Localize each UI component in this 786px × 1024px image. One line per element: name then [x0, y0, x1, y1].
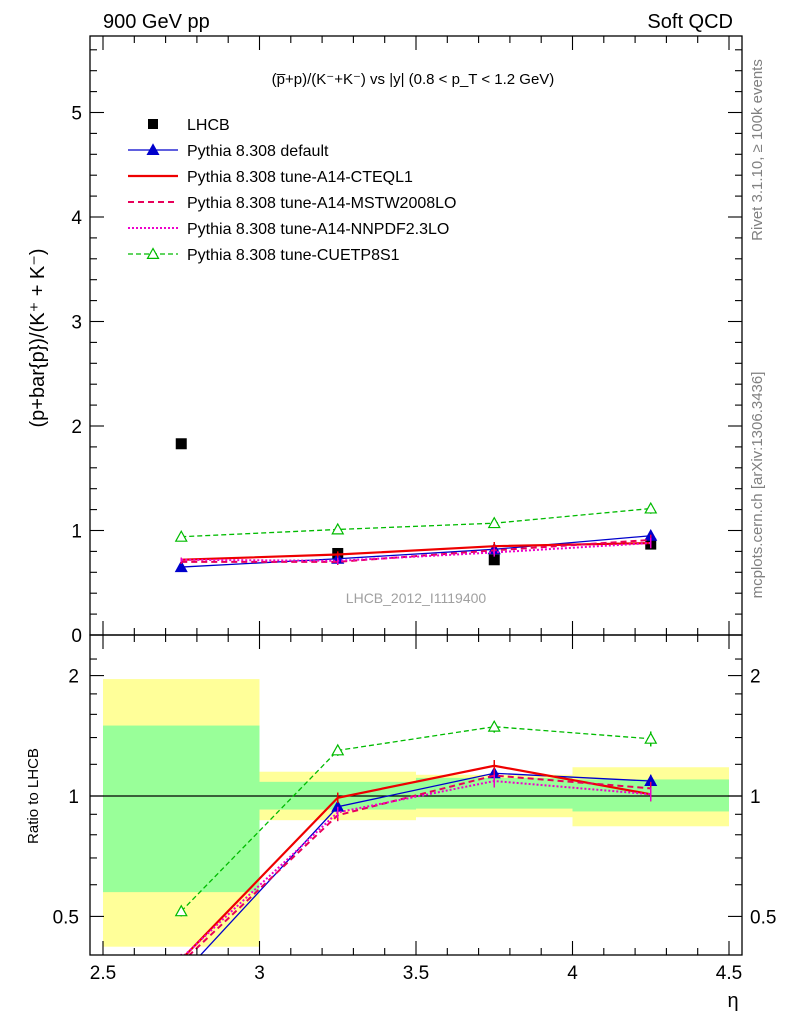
- main-lhcb-point: [488, 554, 500, 566]
- main-y-tick-label: 5: [71, 104, 82, 125]
- main-pythia-8-308-tune-cuetp8s1-marker: [174, 530, 188, 542]
- main-pythia-8-308-default-marker: [174, 560, 188, 573]
- ratio-pythia-8-308-tune-cuetp8s1-marker: [487, 719, 501, 732]
- main-panel: (p̅+p)/(K⁻+K⁻) vs |y| (0.8 < p_T < 1.2 G…: [27, 35, 743, 647]
- ratio-pythia-8-308-tune-a14-mstw2008lo-line: [187, 774, 651, 955]
- ratio-pythia-8-308-tune-cuetp8s1-line: [180, 726, 651, 912]
- legend-label-pythia-8-308-default: Pythia 8.308 default: [187, 143, 329, 160]
- uncertainty-bands: [90, 679, 742, 947]
- ratio-pythia-8-308-tune-cuetp8s1-marker: [331, 743, 345, 756]
- main-title: (p̅+p)/(K⁻+K⁻) vs |y| (0.8 < p_T < 1.2 G…: [272, 71, 555, 88]
- ratio-pythia-8-308-tune-cuetp8s1-marker: [644, 732, 658, 744]
- mcplots-label: mcplots.cern.ch [arXiv:1306.3436]: [749, 372, 766, 599]
- ratio-panel: Ratio to LHCB η 0.5 0.5 1 1 2 2 2.5 3 3.5 4 4.5: [25, 634, 776, 1012]
- header-category: Soft QCD: [647, 11, 733, 33]
- x-tick-label: 4.5: [716, 963, 742, 984]
- ratio-pythia-8-308-tune-a14-nnpdf2-3lo-line: [183, 780, 651, 955]
- rivet-label: Rivet 3.1.10, ≥ 100k events: [749, 59, 766, 241]
- main-pythia-8-308-tune-a14-cteql1-line: [181, 541, 651, 561]
- main-lhcb-point: [175, 438, 187, 450]
- analysis-watermark: LHCB_2012_I1119400: [346, 590, 487, 606]
- x-tick-label: 2.5: [90, 963, 116, 984]
- legend-label-lhcb: LHCB: [187, 117, 230, 134]
- legend-marker-pythia-8-308-tune-cuetp8s1: [146, 247, 160, 259]
- ratio-y-tick-label-right: 2: [750, 667, 761, 688]
- legend-label-pythia-8-308-tune-a14-cteql1: Pythia 8.308 tune-A14-CTEQL1: [187, 169, 413, 186]
- header-energy: 900 GeV pp: [103, 11, 210, 33]
- legend-label-pythia-8-308-tune-a14-mstw2008lo: Pythia 8.308 tune-A14-MSTW2008LO: [187, 195, 456, 212]
- ratio-y-tick-label-right: 0.5: [750, 907, 776, 928]
- main-pythia-8-308-tune-cuetp8s1-marker: [487, 516, 501, 529]
- x-tick-label: 3: [254, 963, 265, 984]
- ratio-y-axis-label: Ratio to LHCB: [25, 748, 42, 844]
- legend-label-pythia-8-308-tune-a14-nnpdf2-3lo: Pythia 8.308 tune-A14-NNPDF2.3LO: [187, 221, 449, 238]
- main-y-tick-label: 3: [71, 313, 82, 334]
- ratio-pythia-8-308-tune-a14-cteql1-line: [184, 764, 651, 955]
- legend-marker-pythia-8-308-default: [146, 143, 160, 155]
- x-tick-label: 4: [567, 963, 578, 984]
- main-y-tick-label: 1: [71, 522, 82, 543]
- x-axis-label: η: [727, 990, 738, 1012]
- ratio-y-tick-label: 1: [68, 787, 79, 808]
- legend-label-pythia-8-308-tune-cuetp8s1: Pythia 8.308 tune-CUETP8S1: [187, 247, 400, 264]
- ratio-pythia-8-308-tune-cuetp8s1-marker: [174, 904, 188, 917]
- main-pythia-8-308-tune-a14-mstw2008lo-line: [181, 538, 651, 563]
- x-tick-label: 3.5: [403, 963, 429, 984]
- legend: LHCB Pythia 8.308 default Pythia 8.308 tun…: [128, 117, 456, 264]
- main-y-tick-label: 2: [71, 417, 82, 438]
- ratio-y-tick-label: 2: [68, 667, 79, 688]
- main-y-tick-label: 0: [71, 626, 82, 647]
- ratio-y-tick-label: 0.5: [53, 907, 79, 928]
- legend-swatch-lhcb: [148, 119, 158, 129]
- main-pythia-8-308-tune-cuetp8s1-line: [181, 507, 651, 538]
- main-pythia-8-308-tune-cuetp8s1-marker: [331, 522, 345, 535]
- main-pythia-8-308-tune-cuetp8s1-marker: [644, 501, 658, 514]
- main-y-tick-label: 4: [71, 208, 82, 229]
- main-pythia-8-308-default-line: [181, 535, 651, 568]
- inner-uncertainty-band: [103, 725, 260, 893]
- ratio-pythia-8-308-default-line: [199, 772, 651, 955]
- ratio-y-tick-label-right: 1: [750, 787, 761, 808]
- main-y-axis-label: (p+bar{p})/(K⁺ + K⁻): [27, 249, 49, 428]
